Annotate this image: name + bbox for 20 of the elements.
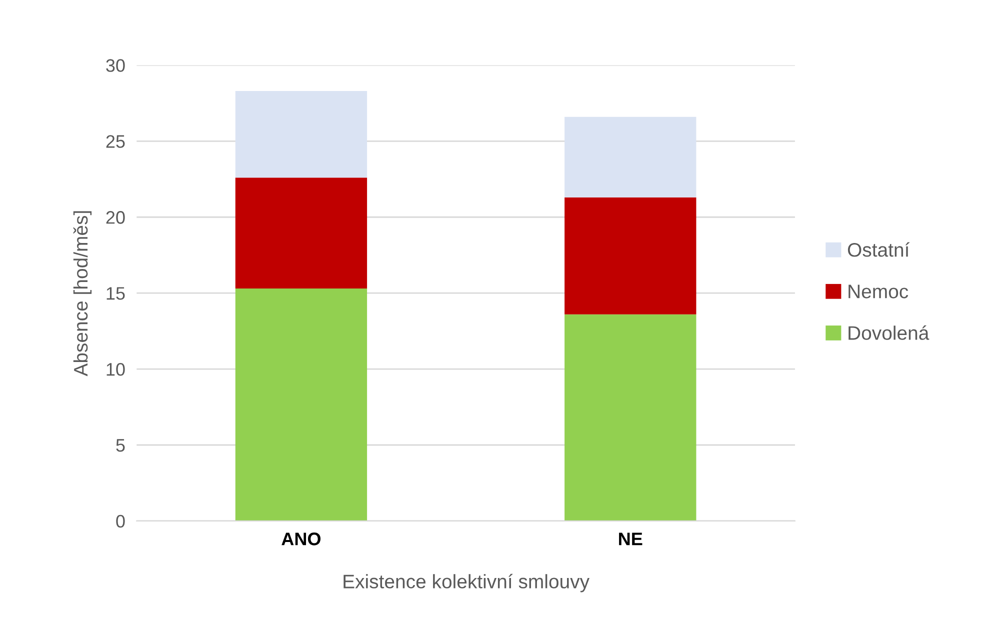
x-tick-label: ANO xyxy=(282,532,321,546)
y-tick-label: 30 xyxy=(106,59,125,72)
x-axis-title: Existence kolektivní smlouvy xyxy=(344,574,590,592)
bar xyxy=(564,314,696,521)
legend-label: Nemoc xyxy=(848,284,908,298)
bar xyxy=(235,91,368,178)
bar xyxy=(235,178,368,289)
y-tick-label: 20 xyxy=(106,211,125,224)
y-tick-label: 10 xyxy=(106,362,125,376)
bar xyxy=(564,116,696,198)
legend-label: Ostatní xyxy=(848,242,910,257)
x-tick-label: NE xyxy=(619,532,642,546)
y-tick-label: 15 xyxy=(106,287,125,300)
bar xyxy=(235,288,368,521)
legend-label: Dovolená xyxy=(848,325,930,340)
y-tick-label: 25 xyxy=(106,135,125,148)
y-axis-title: Absence [hod/měs] xyxy=(73,211,92,376)
y-tick-label: 5 xyxy=(116,439,125,452)
y-tick-label: 0 xyxy=(116,514,125,528)
bar xyxy=(564,197,696,314)
